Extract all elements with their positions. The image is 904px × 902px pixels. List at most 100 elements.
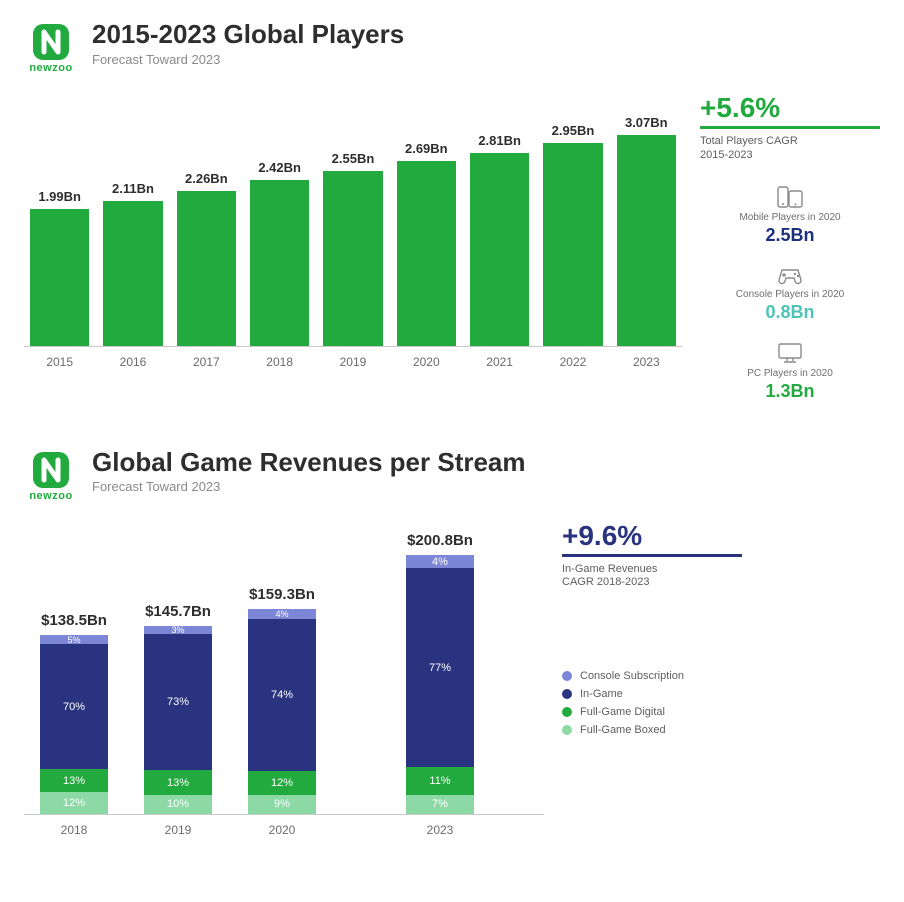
- platform-stat-console: Console Players in 20200.8Bn: [700, 264, 880, 323]
- bar: [617, 135, 676, 346]
- segment-in_game: 77%: [406, 568, 474, 767]
- legend-item-in_game: In-Game: [562, 688, 742, 700]
- legend-item-full_digital: Full-Game Digital: [562, 706, 742, 718]
- stack-slot: $200.8Bn7%11%77%4%: [400, 532, 480, 813]
- legend-swatch: [562, 689, 572, 699]
- revenues-cagr-label: In-Game Revenues CAGR 2018-2023: [562, 563, 742, 591]
- segment-in_game: 74%: [248, 619, 316, 771]
- segment-full_digital: 13%: [40, 769, 108, 792]
- bar-value-label: 2.69Bn: [405, 141, 448, 156]
- x-axis-label: 2022: [543, 355, 602, 369]
- legend-swatch: [562, 671, 572, 681]
- x-axis-label: 2018: [250, 355, 309, 369]
- segment-full_boxed: 10%: [144, 795, 212, 814]
- platform-value: 2.5Bn: [700, 225, 880, 246]
- bar-value-label: 2.42Bn: [258, 160, 301, 175]
- pc-icon: [700, 341, 880, 365]
- segment-full_boxed: 12%: [40, 792, 108, 813]
- segment-console_sub: 3%: [144, 626, 212, 633]
- segment-full_boxed: 9%: [248, 795, 316, 813]
- newzoo-logo-icon: [29, 20, 73, 64]
- legend-item-full_boxed: Full-Game Boxed: [562, 724, 742, 736]
- segment-full_boxed: 7%: [406, 795, 474, 813]
- players-title: 2015-2023 Global Players: [92, 20, 404, 50]
- bar-value-label: 2.11Bn: [112, 181, 154, 196]
- stack-total-label: $159.3Bn: [249, 586, 315, 603]
- players-cagr-underline: [700, 126, 880, 129]
- revenues-section: newzoo Global Game Revenues per Stream F…: [24, 448, 880, 837]
- revenues-subtitle: Forecast Toward 2023: [92, 479, 526, 494]
- x-axis-label: 2015: [30, 355, 89, 369]
- x-axis-label: 2019: [138, 823, 218, 837]
- bar-slot: 1.99Bn: [30, 189, 89, 346]
- legend-label: Console Subscription: [580, 670, 684, 682]
- bar-slot: 2.81Bn: [470, 133, 529, 346]
- stack-total-label: $200.8Bn: [407, 532, 473, 549]
- revenues-titles: Global Game Revenues per Stream Forecast…: [92, 448, 526, 495]
- legend-item-console_sub: Console Subscription: [562, 670, 742, 682]
- revenues-cagr-value: +9.6%: [562, 520, 742, 552]
- brand-logo: newzoo: [24, 20, 78, 74]
- segment-console_sub: 4%: [248, 609, 316, 619]
- bar-slot: 3.07Bn: [617, 115, 676, 346]
- players-titles: 2015-2023 Global Players Forecast Toward…: [92, 20, 404, 67]
- x-axis-label: 2021: [470, 355, 529, 369]
- legend-label: In-Game: [580, 688, 623, 700]
- platform-value: 0.8Bn: [700, 302, 880, 323]
- bar-slot: 2.95Bn: [543, 123, 602, 346]
- bar-slot: 2.42Bn: [250, 160, 309, 346]
- bar: [323, 171, 382, 346]
- x-axis-label: 2018: [34, 823, 114, 837]
- console-icon: [700, 264, 880, 286]
- players-cagr-label: Total Players CAGR 2015-2023: [700, 135, 880, 163]
- players-chart: 1.99Bn 2.11Bn 2.26Bn 2.42Bn 2.55Bn 2.69Bn 2.81…: [24, 86, 682, 369]
- segment-console_sub: 5%: [40, 635, 108, 644]
- bar-value-label: 2.26Bn: [185, 171, 228, 186]
- revenues-title: Global Game Revenues per Stream: [92, 448, 526, 478]
- stack-slot: $159.3Bn 9%12%74%4%: [242, 586, 322, 814]
- platform-value: 1.3Bn: [700, 381, 880, 402]
- x-axis-label: 2023: [400, 823, 480, 837]
- legend-label: Full-Game Boxed: [580, 724, 666, 736]
- revenues-header: newzoo Global Game Revenues per Stream F…: [24, 448, 880, 502]
- legend-label: Full-Game Digital: [580, 706, 665, 718]
- bar-value-label: 2.55Bn: [332, 151, 375, 166]
- bar-slot: 2.69Bn: [397, 141, 456, 346]
- platform-stat-pc: PC Players in 2020 1.3Bn: [700, 341, 880, 402]
- players-stats-panel: +5.6% Total Players CAGR 2015-2023 Mobil…: [700, 86, 880, 420]
- mobile-icon: [700, 185, 880, 209]
- bar-slot: 2.11Bn: [103, 181, 162, 346]
- players-subtitle: Forecast Toward 2023: [92, 52, 404, 67]
- bar-slot: 2.26Bn: [177, 171, 236, 346]
- players-header: newzoo 2015-2023 Global Players Forecast…: [24, 20, 880, 74]
- x-axis-label: 2023: [617, 355, 676, 369]
- bar: [30, 209, 89, 346]
- x-axis-label: 2016: [103, 355, 162, 369]
- bar: [543, 143, 602, 346]
- x-axis-label: 2020: [242, 823, 322, 837]
- revenues-stats-panel: +9.6% In-Game Revenues CAGR 2018-2023 Co…: [562, 514, 742, 743]
- bar: [103, 201, 162, 346]
- newzoo-logo-icon: [29, 448, 73, 492]
- segment-in_game: 70%: [40, 644, 108, 769]
- platform-stat-mobile: Mobile Players in 20202.5Bn: [700, 185, 880, 246]
- stack-bar: 12%13%70%5%: [40, 635, 108, 813]
- stack-bar: 9%12%74%4%: [248, 609, 316, 814]
- bar-value-label: 3.07Bn: [625, 115, 668, 130]
- bar: [470, 153, 529, 346]
- stack-bar: 7%11%77%4%: [406, 555, 474, 813]
- segment-console_sub: 4%: [406, 555, 474, 568]
- x-axis-label: 2017: [177, 355, 236, 369]
- players-section: newzoo 2015-2023 Global Players Forecast…: [24, 20, 880, 420]
- bar-value-label: 2.95Bn: [552, 123, 595, 138]
- brand-name: newzoo: [29, 490, 72, 502]
- bar: [177, 191, 236, 346]
- stack-bar: 10%13%73%3%: [144, 626, 212, 813]
- legend-swatch: [562, 725, 572, 735]
- x-axis-label: 2019: [323, 355, 382, 369]
- segment-full_digital: 12%: [248, 771, 316, 796]
- bar: [250, 180, 309, 346]
- bar-value-label: 2.81Bn: [478, 133, 521, 148]
- bar-value-label: 1.99Bn: [38, 189, 81, 204]
- platform-label: PC Players in 2020: [700, 368, 880, 379]
